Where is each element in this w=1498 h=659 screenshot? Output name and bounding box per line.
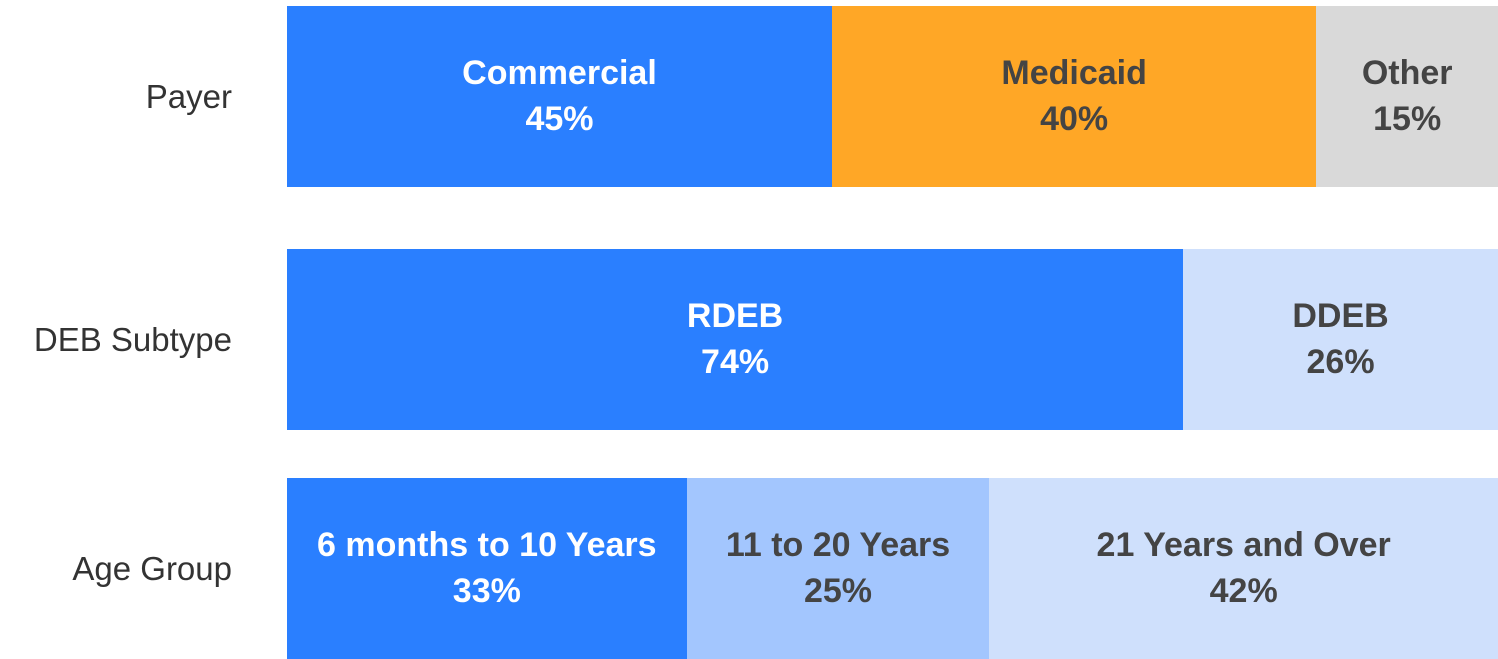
segment-name: 11 to 20 Years <box>725 525 951 564</box>
bar-segment: Other 15% <box>1316 6 1498 187</box>
value-label: 45% <box>525 99 594 138</box>
value-label: 74% <box>701 342 770 381</box>
bar-segment: RDEB 74% <box>287 249 1184 430</box>
bar-segment: 6 months to 10 Years 33% <box>287 478 687 659</box>
value-label: 33% <box>452 571 521 610</box>
segment-name: 21 Years and Over <box>1096 525 1391 564</box>
value-label: 42% <box>1209 571 1278 610</box>
segment-name: Medicaid <box>1001 53 1147 92</box>
bar-segment: Medicaid 40% <box>831 6 1317 187</box>
value-label: 26% <box>1306 342 1375 381</box>
value-label: 25% <box>803 571 873 610</box>
bar-segment: 21 Years and Over 42% <box>989 478 1498 659</box>
category-label: Age Group <box>72 549 232 587</box>
segment-name: Commercial <box>462 53 657 92</box>
bar-segment: Commercial 45% <box>287 6 832 187</box>
bar-segment: DDEB 26% <box>1183 249 1498 430</box>
category-label: DEB Subtype <box>33 320 232 358</box>
value-label: 15% <box>1373 99 1442 138</box>
value-label: 40% <box>1040 99 1109 138</box>
segment-name: Other <box>1361 53 1453 92</box>
segment-name: RDEB <box>686 296 784 335</box>
segment-name: DDEB <box>1292 296 1389 335</box>
category-label: Payer <box>145 77 232 115</box>
segment-name: 6 months to 10 Years <box>317 525 657 564</box>
bar-segment: 11 to 20 Years 25% <box>686 478 990 659</box>
